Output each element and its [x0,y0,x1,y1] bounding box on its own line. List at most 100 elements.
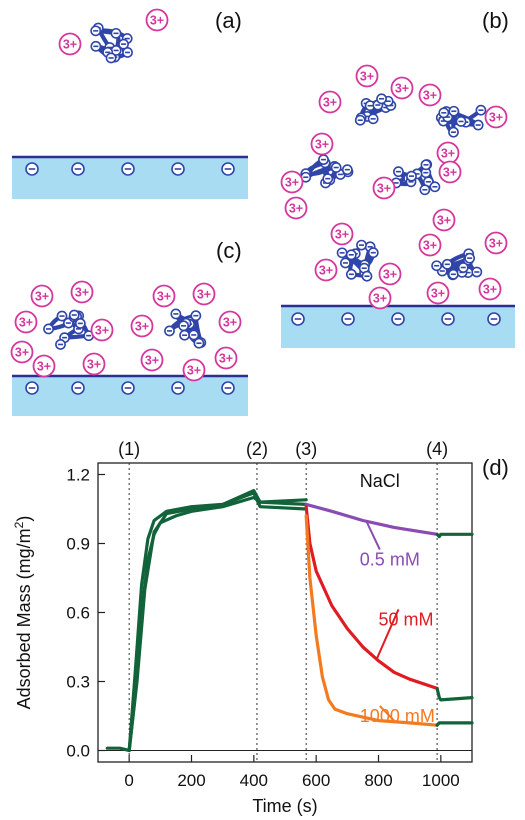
svg-text:3+: 3+ [315,138,329,152]
anion-icon [356,239,367,251]
cation-icon: 3+ [218,310,242,334]
anion-icon [448,126,459,138]
cation-icon: 3+ [318,90,342,114]
series-label: 1000 mM [360,706,435,726]
cation-icon: 3+ [130,314,154,338]
cation-icon: 3+ [484,231,508,255]
x-tick-label: 400 [240,771,268,790]
svg-text:3+: 3+ [360,70,374,84]
svg-text:3+: 3+ [87,358,101,372]
anion-icon [170,308,182,320]
surface-anion-icon [171,381,185,395]
svg-text:3+: 3+ [443,166,457,180]
anion-icon [90,40,102,52]
event-label: (1) [118,439,140,459]
cation-icon: 3+ [418,83,442,107]
cation-icon: 3+ [432,208,456,232]
cation-icon: 3+ [438,160,462,184]
cation-icon: 3+ [484,105,508,129]
anion-icon [341,164,353,176]
anion-icon [193,337,205,349]
x-tick-label: 0 [124,771,133,790]
cation-icon: 3+ [418,233,442,257]
surface-anion-icon [391,312,405,326]
svg-text:3+: 3+ [289,202,303,216]
svg-text:3+: 3+ [441,147,455,161]
anion-icon [345,249,357,261]
surface-anion-icon [25,162,39,176]
cation-icon: 3+ [32,354,56,378]
y-axis-title-main: Adsorbed Mass (mg/m [14,528,34,709]
svg-text:3+: 3+ [423,89,437,103]
polyelectrolyte-cluster: 3+ 3+ 3+ 3+ [418,231,508,305]
event-label: (3) [295,439,317,459]
anion-icon [431,260,443,272]
anion-icon [90,25,102,37]
cation-icon: 3+ [426,281,450,305]
y-axis-title: Adsorbed Mass (mg/m2) [12,516,34,710]
anion-icon [367,113,379,125]
surface-anion-icon [121,381,135,395]
cation-icon: 3+ [372,176,396,200]
series-label-leader [365,520,381,551]
anion-icon [447,268,459,280]
svg-text:3+: 3+ [489,111,503,125]
anion-icon [178,320,189,332]
cation-icon: 3+ [355,64,379,88]
anion-icon [455,116,467,127]
surface-anion-icon [71,162,85,176]
cation-icon: 3+ [70,280,94,304]
anion-icon [475,104,487,116]
svg-text:3+: 3+ [197,288,211,302]
anion-icon [376,93,387,105]
cation-icon: 3+ [145,8,169,32]
panel-label-a: (a) [215,8,242,33]
anion-icon [190,310,202,322]
cation-icon: 3+ [58,32,82,56]
x-tick-label: 600 [302,771,330,790]
cation-icon: 3+ [192,282,216,306]
anion-icon [322,173,334,185]
anion-icon [471,266,483,278]
svg-text:3+: 3+ [377,182,391,196]
anion-icon [318,154,329,166]
anion-icon [122,47,133,58]
svg-text:3+: 3+ [373,292,387,306]
cation-icon: 3+ [30,284,54,308]
cation-icon: 3+ [378,262,402,286]
anion-icon [68,309,80,321]
polyelectrolyte-cluster: 3+ 3+ 3+ 3+ [314,222,402,310]
cation-icon: 3+ [14,310,38,334]
svg-text:3+: 3+ [335,228,349,242]
anion-icon [188,329,200,341]
svg-text:3+: 3+ [75,286,89,300]
svg-text:3+: 3+ [395,82,409,96]
series-label: 0.5 mM [360,550,420,570]
series-line-0 [105,495,308,753]
svg-text:3+: 3+ [63,38,77,52]
anion-icon [354,114,366,126]
svg-text:3+: 3+ [145,354,159,368]
anion-icon [336,247,348,259]
svg-text:3+: 3+ [37,360,51,374]
surface-anion-icon [71,381,85,395]
anion-icon [429,181,441,193]
anion-icon [472,119,484,131]
adsorption-chart: 0 200 400 600 800 1000 0.0 0.3 0.6 0.9 1.2 (1) (2) (3… [12,439,474,816]
x-tick-label: 1000 [422,771,460,790]
svg-text:3+: 3+ [223,316,237,330]
series-line-2 [127,489,308,753]
event-label: (4) [426,439,448,459]
surface-anion-icon [221,162,235,176]
anion-icon [361,270,373,282]
surface-anion-icon [25,381,39,395]
y-tick-label: 0.0 [66,742,90,761]
anion-icon [43,323,54,335]
x-tick-label: 200 [177,771,205,790]
series-label-leader [376,608,400,659]
svg-text:3+: 3+ [323,96,337,110]
surface-anion-icon [291,312,305,326]
y-tick-label: 1.2 [66,466,90,485]
cation-icon: 3+ [10,340,34,364]
